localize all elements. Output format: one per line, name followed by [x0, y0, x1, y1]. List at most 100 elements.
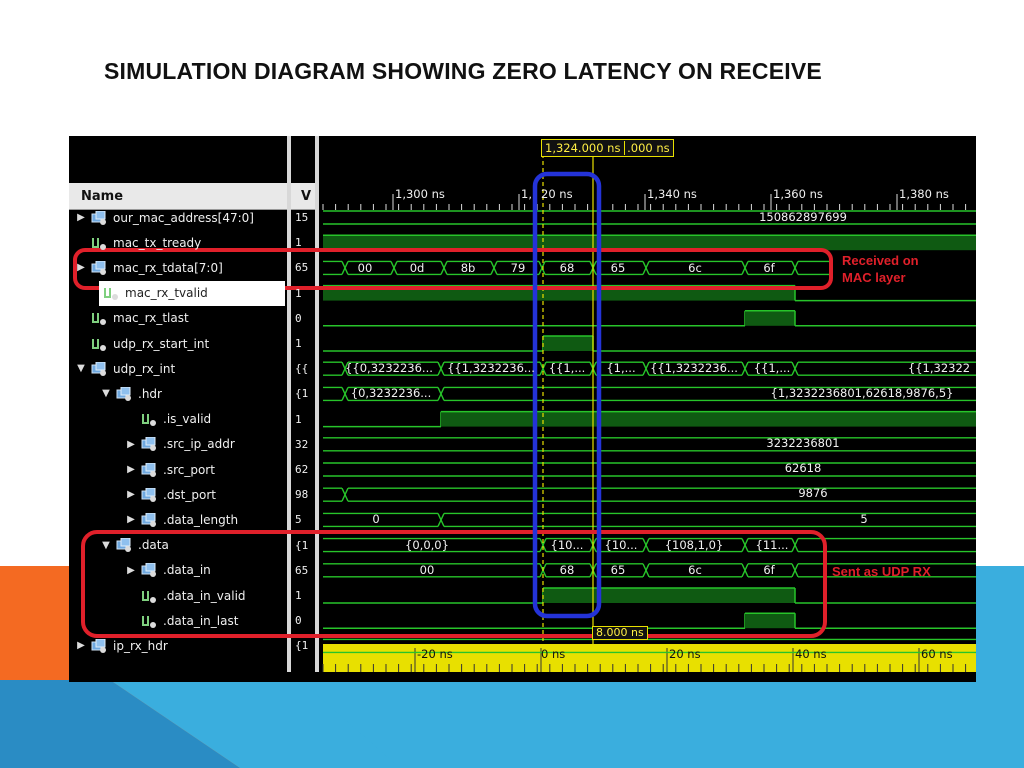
expand-arrow-icon[interactable]: ▶ — [127, 438, 135, 450]
signal-name: .data — [138, 538, 169, 553]
wave-value-tdata: 6c — [688, 261, 702, 275]
wave-value-udp-rx-int: {{1,3232236... — [650, 361, 738, 375]
top-tick-label: 1,300 ns — [395, 187, 445, 201]
signal-name: .dst_port — [163, 487, 216, 502]
wave-value-data-in: 68 — [559, 563, 575, 577]
signal-name: .hdr — [138, 386, 162, 401]
bus-transition — [642, 361, 650, 376]
cursor-time: 1,324.000 ns — [545, 141, 621, 155]
wave-value-tdata: 6f — [763, 261, 775, 275]
signal-row[interactable]: .data_in_valid — [75, 583, 246, 608]
bit-high-fill — [745, 310, 795, 326]
signal-row[interactable]: ▼ .hdr — [75, 381, 162, 406]
annotation-received: Received on MAC layer — [842, 252, 919, 286]
bus-transition — [490, 261, 498, 275]
wave-value-data-in: 6f — [763, 563, 775, 577]
signal-row[interactable]: ▶ our_mac_address[47:0] — [75, 205, 254, 230]
bit-signal-icon — [141, 412, 157, 427]
bus-signal-icon — [141, 437, 157, 452]
value-header-label: V — [301, 189, 312, 204]
bus-transition — [437, 387, 445, 401]
bus-transition — [390, 261, 398, 275]
expand-arrow-icon[interactable]: ▶ — [77, 262, 85, 274]
waveform-canvas — [69, 136, 976, 682]
expand-arrow-icon[interactable]: ▶ — [77, 212, 85, 223]
bottom-ruler-bg — [323, 644, 976, 672]
wave-value-tdata: 68 — [559, 261, 575, 275]
wave-value-data-length: 5 — [860, 512, 868, 526]
expand-arrow-icon[interactable]: ▶ — [127, 514, 135, 526]
top-tick-label: 1,360 ns — [773, 187, 823, 201]
bottom-tick-label: 60 ns — [921, 647, 953, 661]
signal-value: {1 — [295, 639, 309, 653]
signal-value: 62 — [295, 463, 309, 476]
wave-value-tdata: 0d — [409, 261, 425, 275]
bus-transition — [437, 361, 445, 376]
bit-high-fill — [543, 588, 795, 603]
simulation-screenshot: Name V ▶ our_mac_address[47:0] 1 5 mac_tx_tr… — [69, 136, 976, 682]
bus-signal-icon — [141, 487, 157, 502]
bit-high-fill — [323, 235, 976, 251]
top-tick-label: 20 ns — [541, 187, 573, 201]
signal-row[interactable]: ▶ .src_ip_addr — [75, 432, 235, 457]
annotation-received-line2: MAC layer — [842, 270, 906, 285]
signal-row[interactable]: .is_valid — [75, 407, 211, 432]
collapse-arrow-icon[interactable]: ▼ — [102, 388, 110, 400]
signal-value: 0 — [295, 311, 302, 325]
bus-transition — [741, 261, 749, 275]
signal-row[interactable]: ▼ .data — [75, 533, 169, 558]
signal-value: {1 — [295, 387, 309, 401]
bus-signal-icon — [91, 210, 107, 225]
name-header-label: Name — [81, 189, 124, 204]
signal-value: {{ — [295, 362, 309, 376]
signal-value: 1 — [295, 412, 302, 426]
signal-row[interactable]: ▶ ip_rx_hdr — [75, 633, 168, 658]
expand-arrow-icon[interactable]: ▶ — [127, 489, 135, 501]
bit-high-fill — [441, 411, 976, 427]
signal-name: mac_rx_tdata[7:0] — [113, 260, 223, 275]
signal-row[interactable]: ▶ .src_port — [75, 457, 215, 482]
red-highlight-box — [81, 530, 827, 638]
bottom-tick-label: 40 ns — [795, 647, 827, 661]
signal-row[interactable]: mac_rx_tlast — [75, 306, 189, 331]
bus-transition — [741, 361, 749, 376]
bus-transition — [642, 261, 650, 275]
bus-transition — [741, 538, 749, 552]
signal-row[interactable]: ▶ .dst_port — [75, 482, 216, 507]
top-tick-label: 1,380 ns — [899, 187, 949, 201]
signal-row[interactable]: mac_tx_tready — [75, 230, 201, 255]
wave-value-data-in: 65 — [610, 563, 626, 577]
signal-value: 1 — [295, 236, 302, 250]
signal-name: .data_length — [163, 512, 239, 527]
red-highlight-box — [73, 248, 833, 290]
signal-name: .is_valid — [163, 412, 212, 427]
bus-signal-icon — [91, 638, 107, 653]
signal-row[interactable]: ▶ mac_rx_tdata[7:0] — [75, 255, 223, 280]
signal-name: mac_tx_tready — [113, 235, 202, 250]
bus-transition — [341, 387, 349, 401]
wave-value-udp-rx-int: {1,... — [606, 361, 636, 375]
bus-transition — [437, 513, 445, 527]
signal-row[interactable]: ▶ .data_length — [75, 507, 238, 532]
wave-value-udp-rx-int: {{1,32322 — [907, 361, 971, 375]
expand-arrow-icon[interactable]: ▶ — [77, 640, 85, 652]
collapse-arrow-icon[interactable]: ▼ — [77, 363, 85, 375]
cursor-time-2: .000 ns — [624, 141, 670, 155]
collapse-arrow-icon[interactable]: ▼ — [102, 539, 110, 551]
signal-row[interactable]: mac_rx_tvalid — [99, 280, 285, 306]
wave-value-tdata: 79 — [510, 261, 526, 275]
bus-signal-icon — [91, 260, 107, 275]
signal-value: 1 — [295, 286, 302, 300]
signal-row[interactable]: udp_rx_start_int — [75, 331, 209, 356]
signal-row[interactable]: ▼ udp_rx_int — [75, 356, 175, 381]
signal-row[interactable]: .data_in_last — [75, 608, 238, 633]
expand-arrow-icon[interactable]: ▶ — [127, 464, 135, 475]
signal-row[interactable]: ▶ .data_in — [75, 558, 211, 583]
wave-value-data: {11... — [755, 538, 789, 552]
expand-arrow-icon[interactable]: ▶ — [127, 564, 135, 576]
signal-value: {1 — [295, 538, 309, 552]
top-tick-label: 1,340 ns — [647, 187, 697, 201]
bit-high-fill — [745, 613, 795, 629]
panel-divider — [287, 136, 291, 682]
bit-signal-icon — [141, 614, 157, 628]
